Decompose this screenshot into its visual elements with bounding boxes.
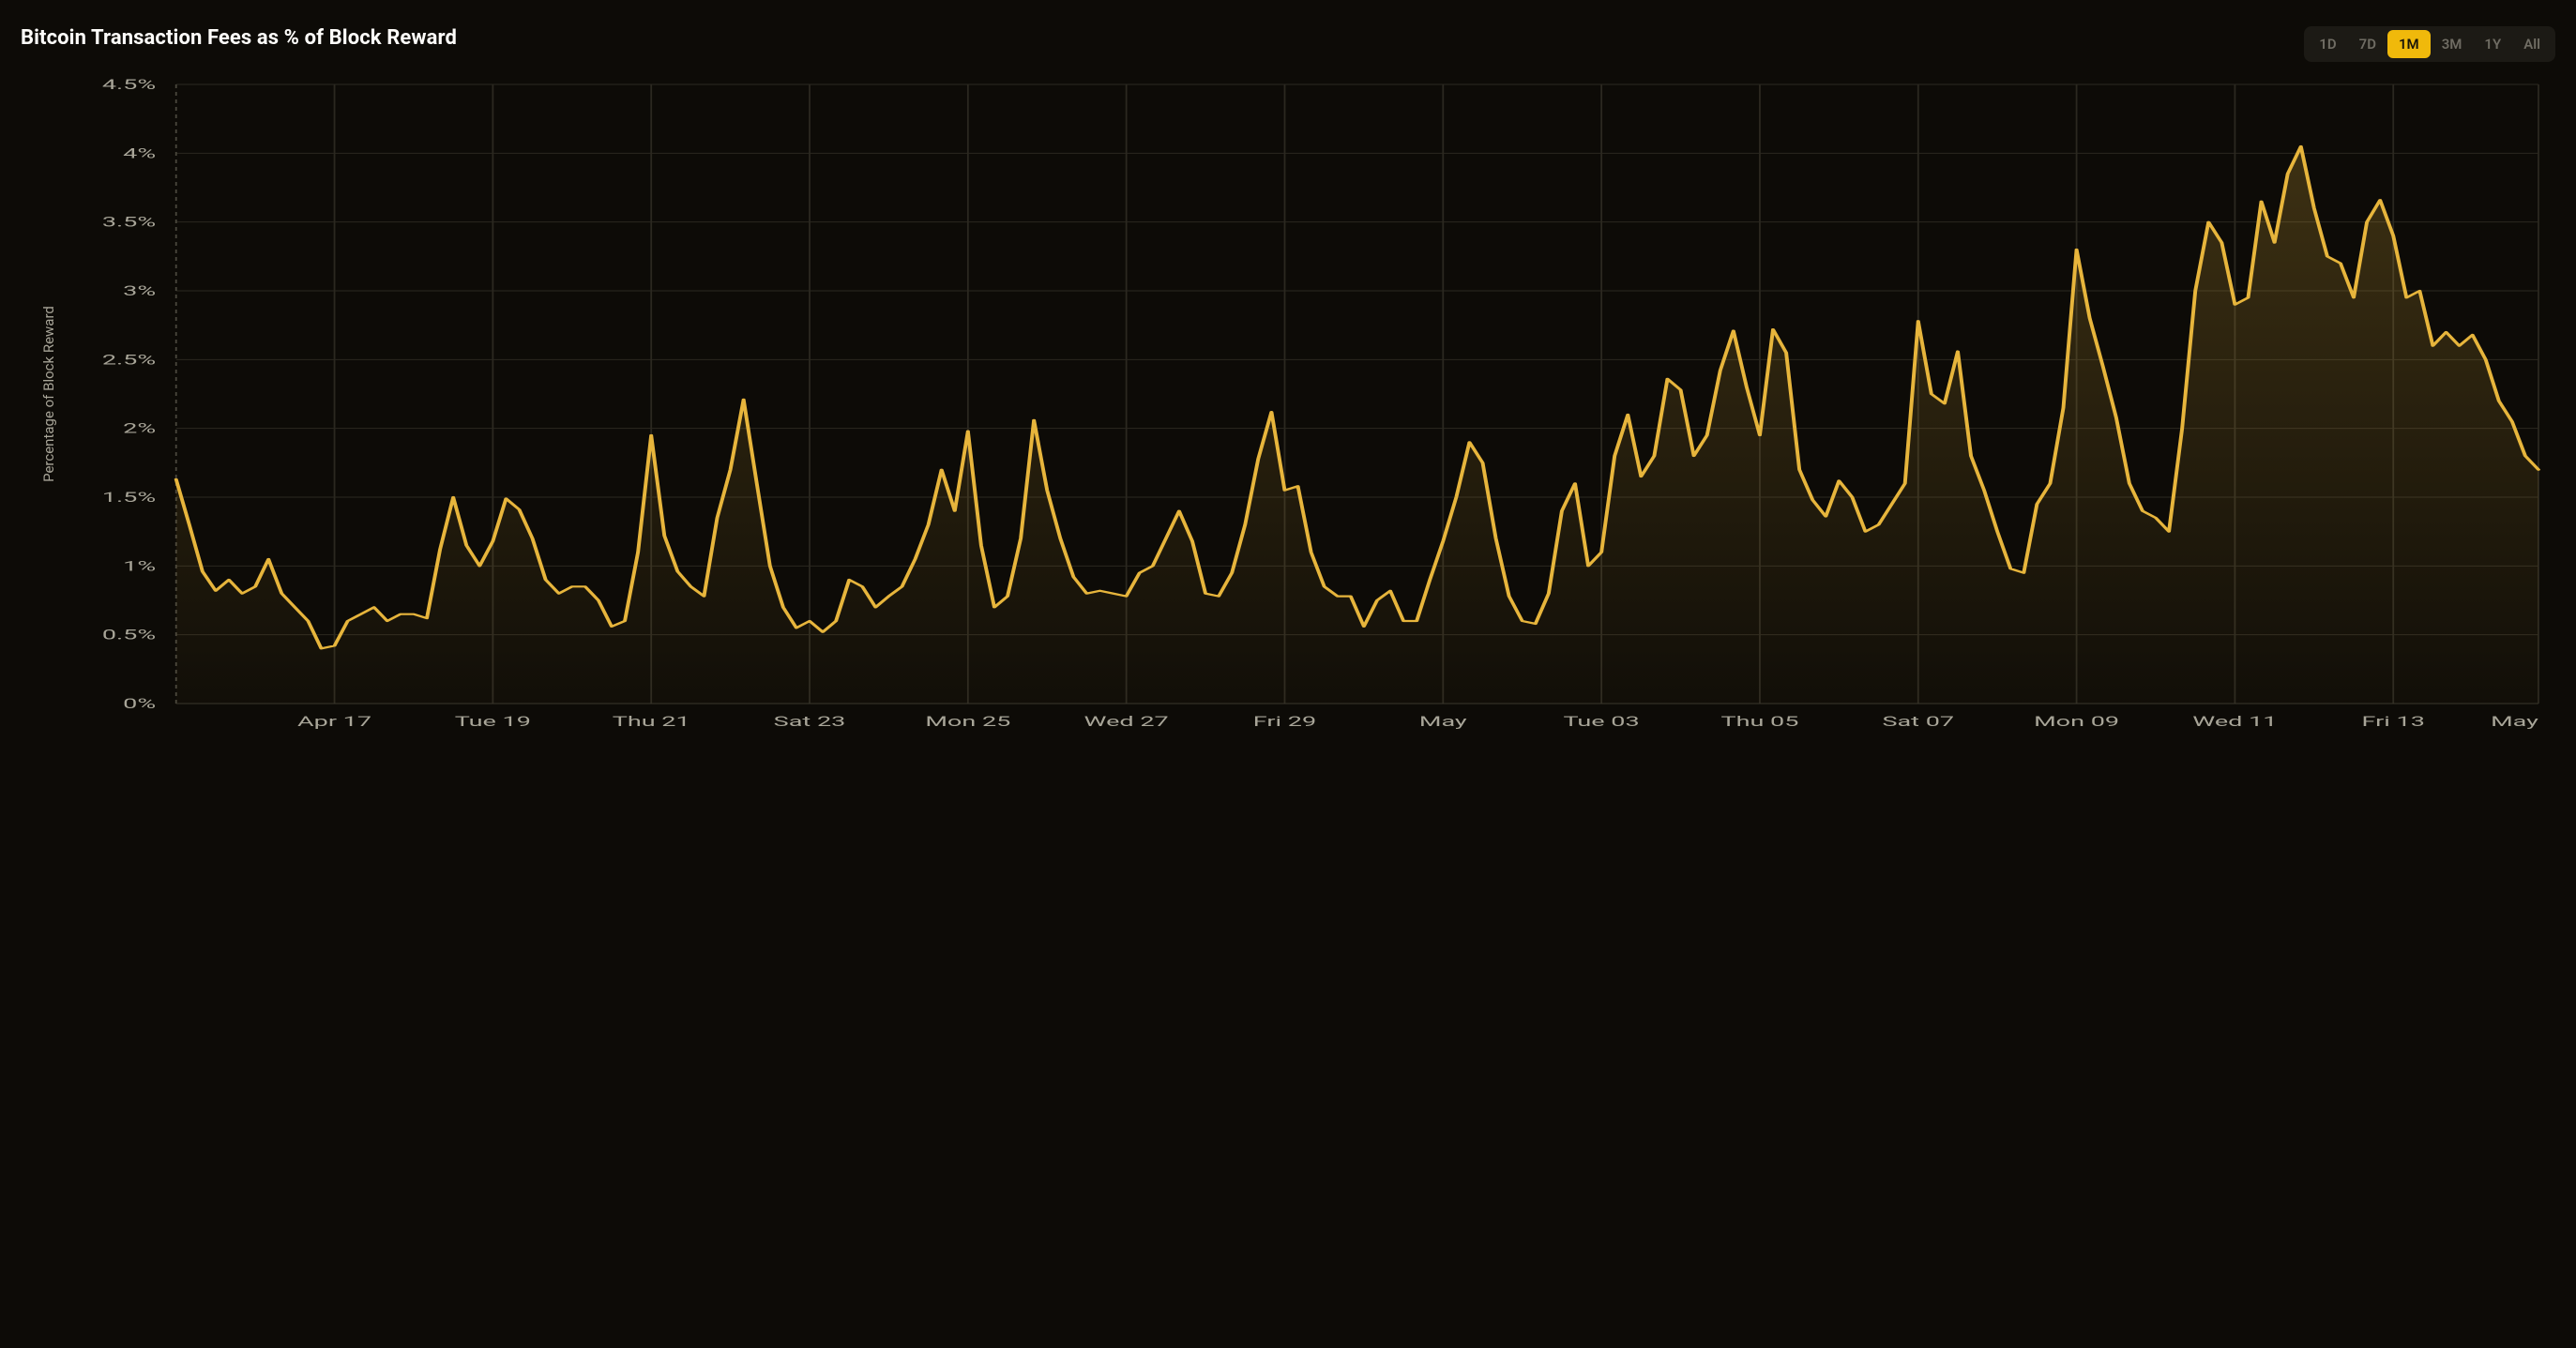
- y-tick-label: 3%: [123, 283, 156, 299]
- x-tick-label: Mon 09: [2034, 714, 2119, 730]
- chart-title: Bitcoin Transaction Fees as % of Block R…: [21, 26, 457, 50]
- range-btn-all[interactable]: All: [2512, 30, 2552, 58]
- x-tick-label: Tue 03: [1564, 714, 1640, 730]
- y-tick-label: 2%: [123, 421, 156, 437]
- y-tick-label: 0%: [123, 696, 156, 712]
- x-tick-label: Wed 27: [1084, 714, 1169, 730]
- x-tick-label: Wed 11: [2192, 714, 2277, 730]
- range-btn-1m[interactable]: 1M: [2387, 30, 2431, 58]
- y-tick-label: 4%: [123, 145, 156, 161]
- y-tick-label: 2.5%: [102, 352, 156, 368]
- x-tick-label: Thu 05: [1720, 714, 1798, 730]
- x-tick-label: Sat 23: [774, 714, 846, 730]
- time-range-selector: 1D7D1M3M1YAll: [2304, 26, 2555, 62]
- chart-svg: 0% 0.5% 1% 1.5% 2% 2.5% 3% 3.5% 4% 4.5% Apr 17 Tue …: [21, 75, 2555, 741]
- y-tick-label: 0.5%: [102, 628, 156, 644]
- x-tick-label: Tue 19: [455, 714, 531, 730]
- y-tick-label: 3.5%: [102, 215, 156, 231]
- range-btn-1y[interactable]: 1Y: [2473, 30, 2512, 58]
- y-tick-label: 1%: [123, 558, 156, 574]
- y-tick-label: 4.5%: [102, 77, 156, 93]
- chart-header: Bitcoin Transaction Fees as % of Block R…: [21, 26, 2555, 62]
- range-btn-7d[interactable]: 7D: [2348, 30, 2387, 58]
- x-tick-label: Fri 13: [2362, 714, 2425, 730]
- x-tick-label: May: [1419, 714, 1468, 730]
- x-tick-label: May: [2491, 714, 2539, 730]
- x-tick-label: Fri 29: [1253, 714, 1316, 730]
- chart-area: Percentage of Block Reward 0% 0.5% 1% 1.5% 2…: [21, 75, 2555, 741]
- y-tick-label: 1.5%: [102, 490, 156, 506]
- x-tick-label: Mon 25: [925, 714, 1010, 730]
- x-tick-label: Sat 07: [1882, 714, 1954, 730]
- range-btn-3m[interactable]: 3M: [2431, 30, 2474, 58]
- chart-container: Bitcoin Transaction Fees as % of Block R…: [0, 0, 2576, 769]
- x-tick-label: Thu 21: [613, 714, 690, 730]
- y-axis-title: Percentage of Block Reward: [40, 300, 57, 488]
- x-tick-label: Apr 17: [297, 714, 371, 730]
- range-btn-1d[interactable]: 1D: [2308, 30, 2347, 58]
